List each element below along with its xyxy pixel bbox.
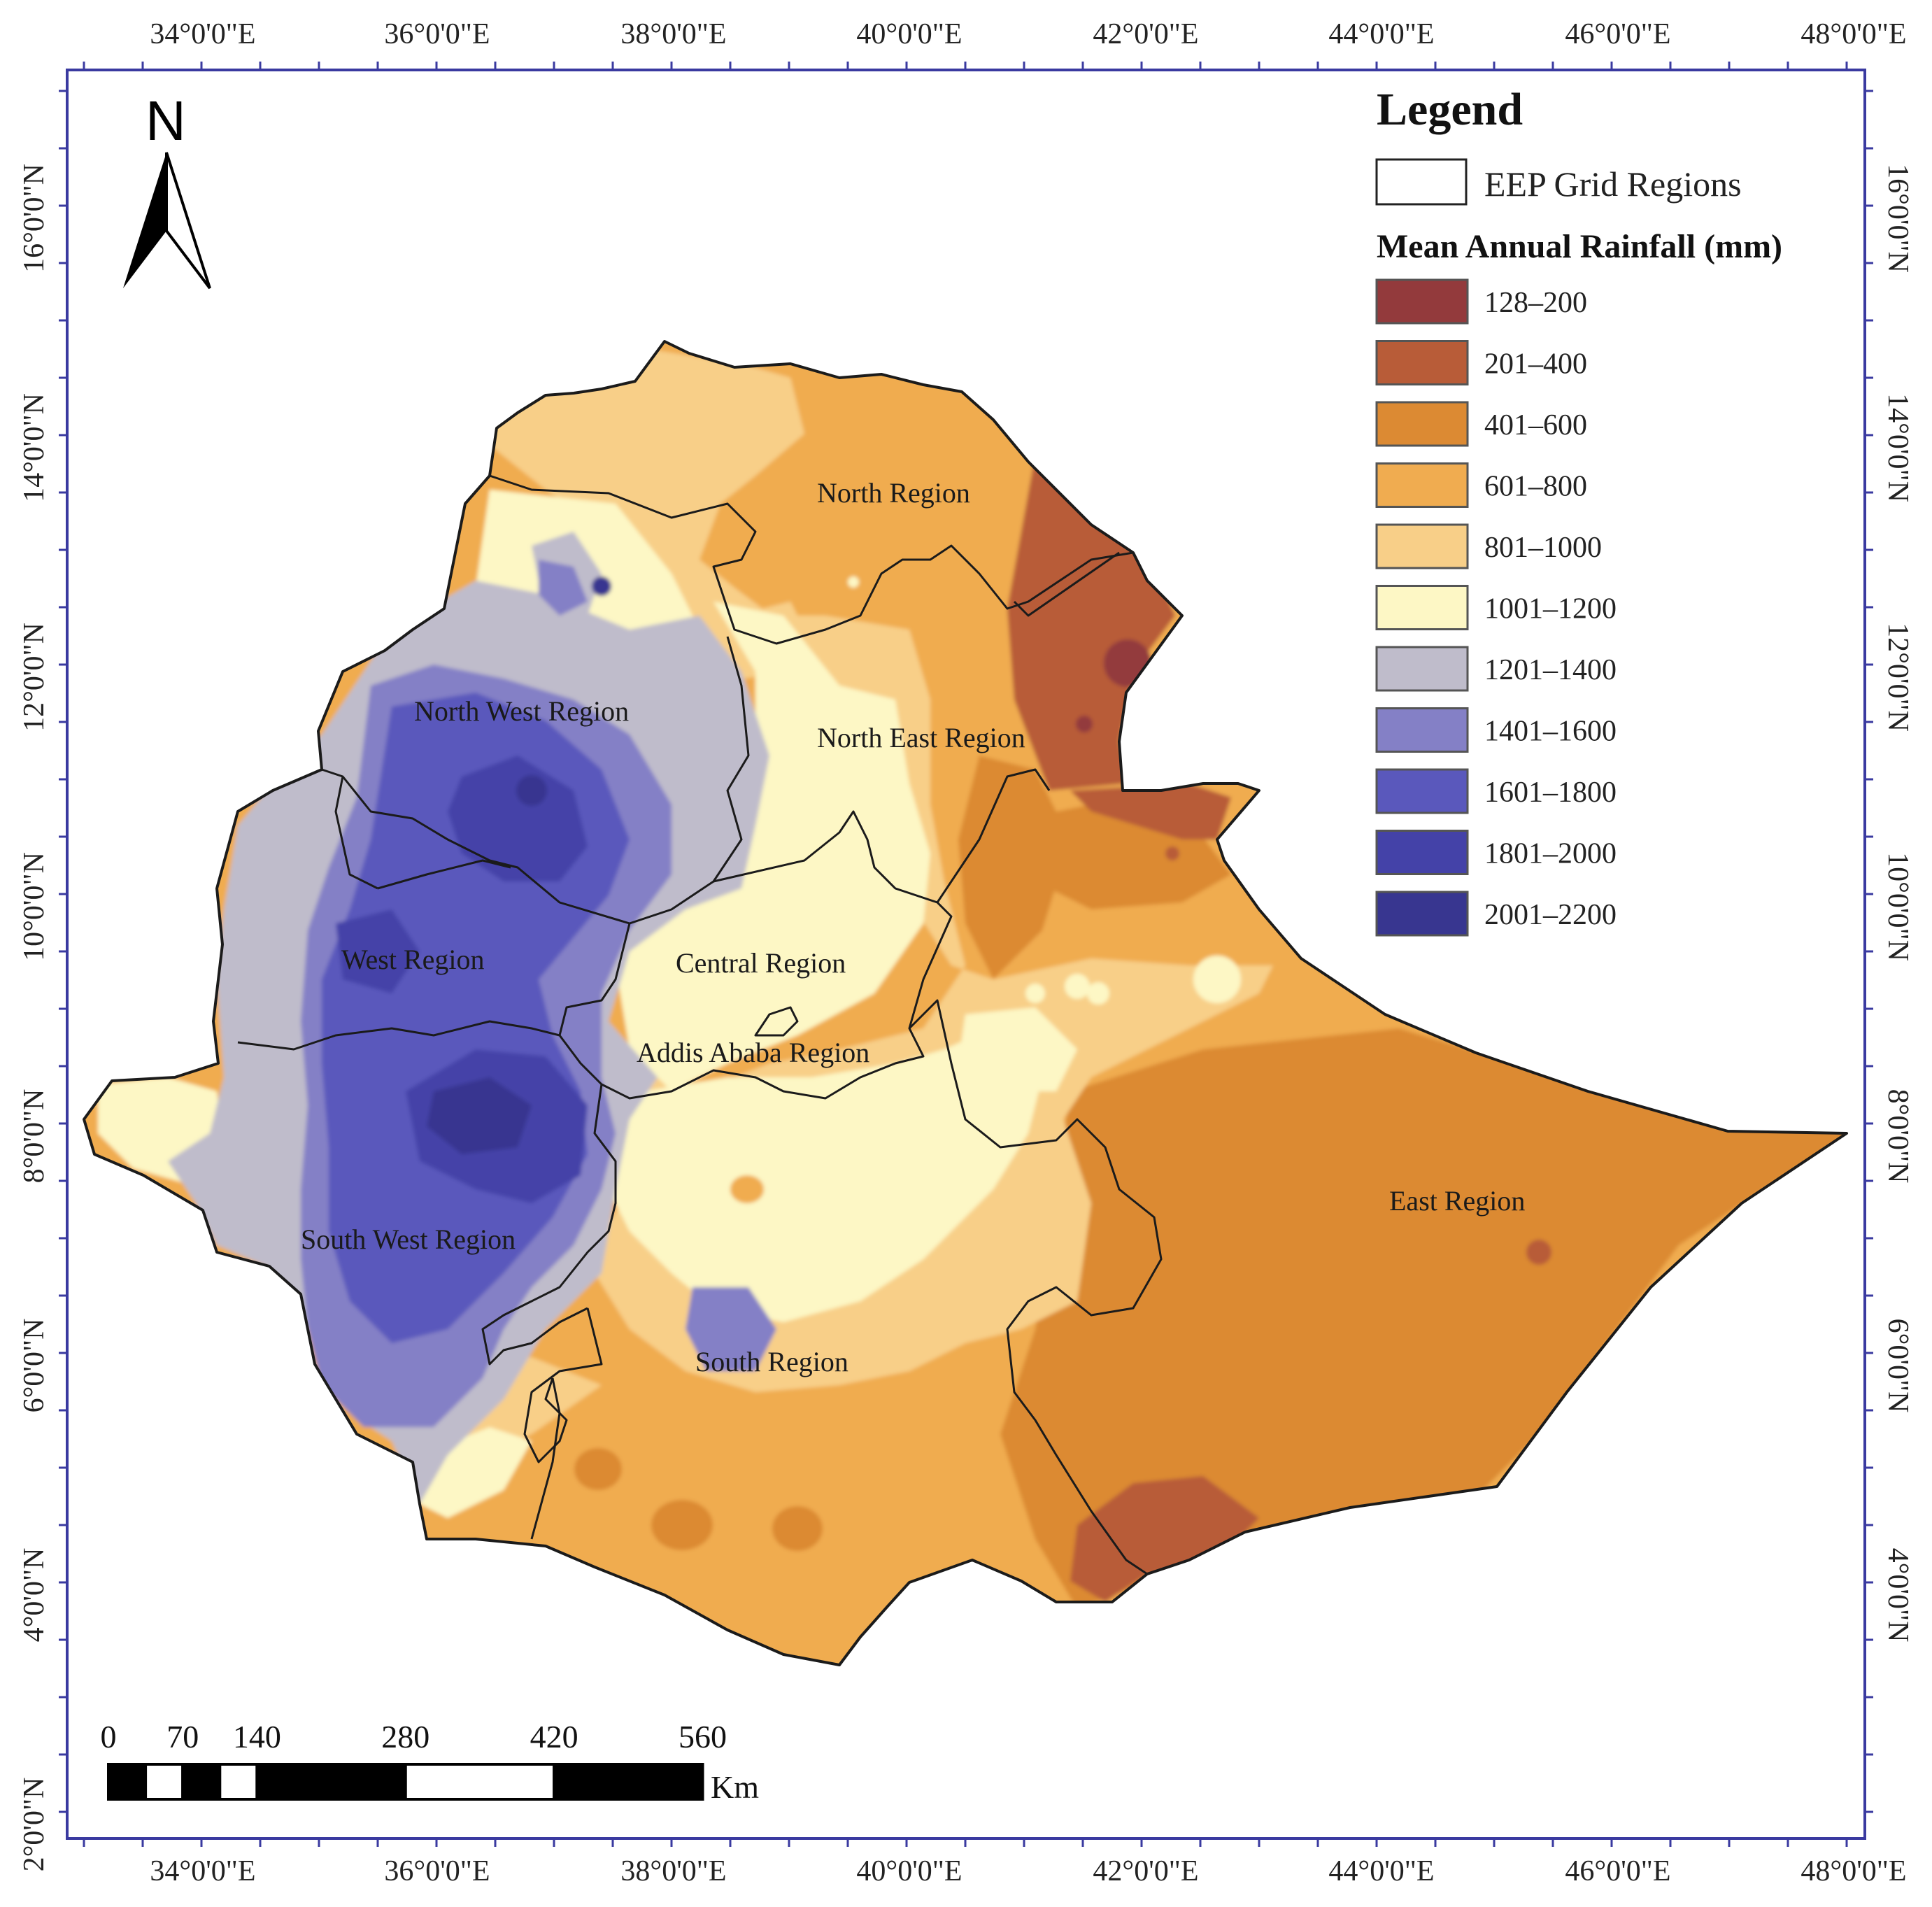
axis-top-label: 42°0'0"E	[1093, 18, 1198, 50]
legend-swatch	[1375, 278, 1469, 325]
axis-top-label: 46°0'0"E	[1565, 18, 1670, 50]
legend-swatch	[1375, 646, 1469, 692]
label-north-east-region: North East Region	[817, 722, 1025, 753]
scale-bar-tick-labels: 0 70 140 280 420 560	[101, 1719, 727, 1754]
legend-swatch	[1375, 401, 1469, 447]
axis-bottom-label: 48°0'0"E	[1800, 1855, 1906, 1887]
axis-bottom-label: 40°0'0"E	[856, 1855, 962, 1887]
axis-top-label: 48°0'0"E	[1800, 18, 1906, 50]
scale-bar-tick: 0	[101, 1719, 117, 1754]
scale-bar-segment	[553, 1763, 704, 1801]
axis-bottom-labels: 34°0'0"E 36°0'0"E 38°0'0"E 40°0'0"E 42°0'0"E…	[150, 1855, 1906, 1887]
scale-bar: 0 70 140 280 420 560 Km	[101, 1719, 760, 1805]
north-arrow-icon	[123, 153, 166, 288]
legend-swatch	[1375, 523, 1469, 569]
legend-grid-swatch	[1375, 158, 1468, 206]
legend-class-label: 201–400	[1484, 348, 1587, 381]
axis-top-label: 34°0'0"E	[150, 18, 255, 50]
legend-rainfall-title: Mean Annual Rainfall (mm)	[1377, 228, 1782, 265]
legend-swatch	[1375, 340, 1469, 385]
axis-left-labels: 16°0'0"N 14°0'0"N 12°0'0"N 10°0'0"N 8°0'0"N 6…	[18, 164, 50, 1871]
legend-class-label: 1601–1800	[1484, 777, 1617, 809]
axis-left-label: 4°0'0"N	[18, 1548, 50, 1643]
north-arrow-label: N	[145, 90, 186, 152]
legend-swatch	[1375, 462, 1469, 508]
legend: Legend EEP Grid Regions Mean Annual Rain…	[1375, 84, 1782, 937]
axis-bottom-label: 44°0'0"E	[1328, 1855, 1434, 1887]
ethiopia-outline	[83, 340, 1848, 1666]
scale-bar-tick: 420	[530, 1719, 578, 1754]
scale-bar-segment	[255, 1763, 407, 1801]
legend-class-label: 1801–2000	[1484, 838, 1617, 870]
axis-bottom-label: 46°0'0"E	[1565, 1855, 1670, 1887]
axis-top-label: 36°0'0"E	[384, 18, 490, 50]
axis-left-label: 12°0'0"N	[18, 623, 50, 732]
north-arrow: N	[123, 90, 211, 290]
axis-bottom-label: 36°0'0"E	[384, 1855, 490, 1887]
legend-swatch	[1375, 707, 1469, 753]
legend-swatch	[1375, 891, 1469, 937]
axis-top-label: 40°0'0"E	[856, 18, 962, 50]
axis-left-label: 8°0'0"N	[18, 1089, 50, 1184]
axis-right-label: 6°0'0"N	[1882, 1319, 1914, 1413]
label-north-region: North Region	[817, 477, 970, 509]
legend-swatch	[1375, 830, 1469, 875]
scale-bar-segment	[107, 1763, 148, 1801]
scale-bar-tick: 560	[679, 1719, 727, 1754]
legend-class-label: 1001–1200	[1484, 593, 1617, 625]
label-addis-ababa-region: Addis Ababa Region	[637, 1037, 869, 1068]
label-central-region: Central Region	[676, 947, 846, 979]
legend-classes: 128–200 201–400 401–600 601–800 801–1000 1001…	[1375, 278, 1617, 937]
scale-bar-tick: 140	[233, 1719, 281, 1754]
axis-right-label: 16°0'0"N	[1882, 164, 1914, 273]
legend-title: Legend	[1377, 84, 1523, 135]
scale-bar-segment	[404, 1763, 556, 1801]
scale-bar-tick: 70	[166, 1719, 199, 1754]
axis-bottom-label: 34°0'0"E	[150, 1855, 255, 1887]
axis-right-label: 12°0'0"N	[1882, 623, 1914, 732]
label-south-region: South Region	[695, 1346, 848, 1377]
scale-bar-segment	[181, 1763, 222, 1801]
axis-left-label: 14°0'0"N	[18, 393, 50, 502]
axis-right-labels: 16°0'0"N 14°0'0"N 12°0'0"N 10°0'0"N 8°0'0"N 6…	[1882, 164, 1914, 1642]
axis-left-label: 2°0'0"N	[18, 1778, 50, 1872]
scale-bar-unit: Km	[711, 1769, 759, 1805]
axis-left-label: 16°0'0"N	[18, 164, 50, 273]
axis-left-label: 10°0'0"N	[18, 852, 50, 961]
legend-class-label: 1401–1600	[1484, 716, 1617, 748]
axis-top-label: 44°0'0"E	[1328, 18, 1434, 50]
frame-ticks	[59, 62, 1873, 1847]
legend-class-label: 401–600	[1484, 409, 1587, 441]
scale-bar-segment	[218, 1763, 259, 1801]
label-west-region: West Region	[341, 944, 485, 975]
legend-swatch	[1375, 768, 1469, 814]
scale-bar-blocks	[107, 1763, 704, 1801]
legend-class-label: 2001–2200	[1484, 899, 1617, 931]
axis-bottom-label: 42°0'0"E	[1093, 1855, 1198, 1887]
axis-bottom-label: 38°0'0"E	[620, 1855, 726, 1887]
axis-right-label: 8°0'0"N	[1882, 1089, 1914, 1184]
axis-right-label: 4°0'0"N	[1882, 1548, 1914, 1643]
label-east-region: East Region	[1389, 1185, 1525, 1217]
axis-top-label: 38°0'0"E	[620, 18, 726, 50]
legend-class-label: 601–800	[1484, 471, 1587, 503]
eep-grid-region-boundaries	[83, 340, 1848, 1666]
region-labels: North Region North West Region North Eas…	[301, 477, 1525, 1377]
legend-class-label: 1201–1400	[1484, 654, 1617, 686]
scale-bar-segment	[144, 1763, 185, 1801]
label-north-west-region: North West Region	[414, 695, 629, 727]
label-south-west-region: South West Region	[301, 1224, 516, 1255]
legend-grid-label: EEP Grid Regions	[1484, 164, 1742, 204]
legend-class-label: 801–1000	[1484, 532, 1602, 564]
scale-bar-tick: 280	[381, 1719, 429, 1754]
axis-left-label: 6°0'0"N	[18, 1319, 50, 1413]
axis-right-label: 14°0'0"N	[1882, 393, 1914, 502]
legend-class-label: 128–200	[1484, 287, 1587, 319]
axis-right-label: 10°0'0"N	[1882, 852, 1914, 961]
axis-top-labels: 34°0'0"E 36°0'0"E 38°0'0"E 40°0'0"E 42°0'0"E…	[150, 18, 1906, 50]
legend-swatch	[1375, 585, 1469, 630]
